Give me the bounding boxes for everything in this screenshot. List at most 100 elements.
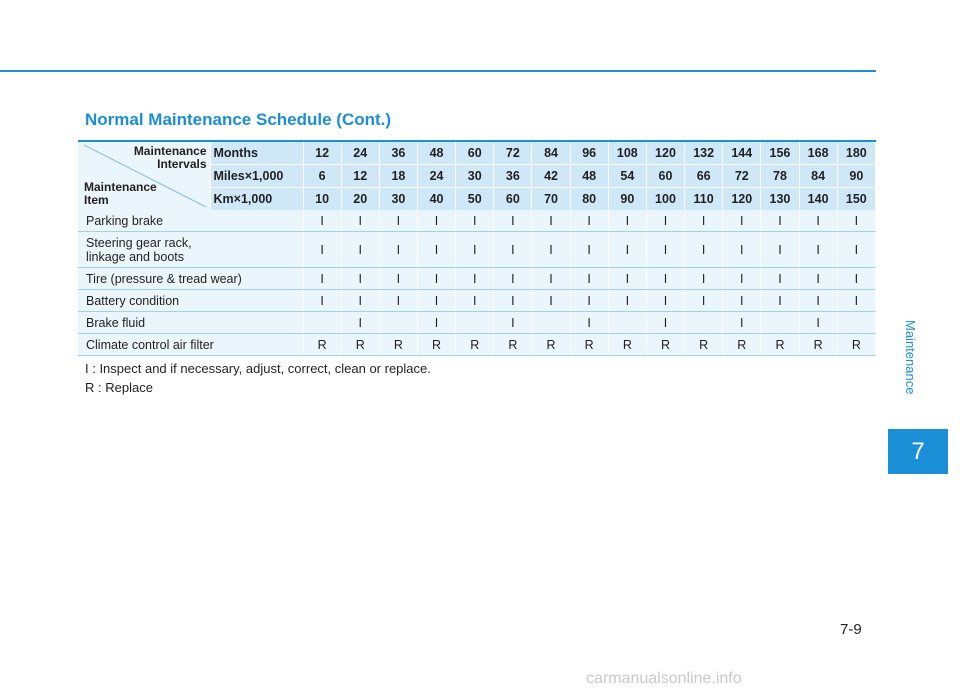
schedule-cell: R: [570, 333, 609, 356]
schedule-cell: I: [837, 231, 877, 268]
schedule-cell: I: [684, 289, 724, 312]
interval-value: 108: [608, 140, 647, 165]
interval-value: 132: [684, 140, 724, 165]
interval-value: 24: [417, 164, 457, 188]
schedule-cell: I: [531, 289, 571, 312]
schedule-cell: I: [341, 311, 380, 334]
schedule-cell: R: [341, 333, 380, 356]
schedule-cell: I: [303, 231, 342, 268]
schedule-cell: R: [417, 333, 457, 356]
schedule-cell: I: [417, 231, 457, 268]
maintenance-item-name: Battery condition: [78, 289, 304, 312]
interval-value: 30: [379, 187, 418, 210]
schedule-cell: [379, 311, 418, 334]
schedule-cell: I: [722, 231, 762, 268]
schedule-cell: [608, 311, 647, 334]
schedule-cell: I: [760, 231, 800, 268]
schedule-cell: I: [799, 311, 838, 334]
interval-value: 90: [837, 164, 877, 188]
interval-value: 120: [722, 187, 762, 210]
interval-value: 90: [608, 187, 647, 210]
schedule-cell: [837, 311, 877, 334]
maintenance-item-name: Parking brake: [78, 210, 304, 232]
interval-value: 40: [417, 187, 457, 210]
table-row: Tire (pressure & tread wear) I I I I I I I I I I I I…: [78, 267, 877, 290]
table-row: Brake fluid I I I I I I I: [78, 311, 877, 334]
schedule-cell: I: [493, 311, 533, 334]
interval-value: 12: [303, 140, 342, 165]
schedule-cell: I: [722, 267, 762, 290]
schedule-cell: I: [303, 210, 342, 232]
schedule-cell: I: [646, 311, 686, 334]
interval-value: 156: [760, 140, 800, 165]
schedule-cell: R: [646, 333, 686, 356]
schedule-cell: I: [646, 210, 686, 232]
interval-value: 84: [531, 140, 571, 165]
interval-unit-label: Km×1,000: [210, 187, 304, 210]
schedule-cell: I: [379, 289, 418, 312]
schedule-cell: [531, 311, 571, 334]
schedule-cell: I: [303, 289, 342, 312]
schedule-cell: I: [684, 210, 724, 232]
interval-value: 12: [341, 164, 380, 188]
schedule-cell: I: [646, 289, 686, 312]
interval-value: 96: [570, 140, 609, 165]
table-row: Steering gear rack, linkage and boots I I I…: [78, 231, 877, 268]
schedule-cell: I: [837, 210, 877, 232]
interval-value: 84: [799, 164, 838, 188]
schedule-cell: I: [379, 210, 418, 232]
schedule-cell: [684, 311, 724, 334]
schedule-cell: R: [608, 333, 647, 356]
schedule-cell: I: [722, 210, 762, 232]
schedule-cell: I: [493, 267, 533, 290]
schedule-cell: I: [417, 267, 457, 290]
schedule-cell: R: [303, 333, 342, 356]
schedule-cell: R: [531, 333, 571, 356]
watermark: carmanualsonline.info: [586, 670, 742, 687]
header-row: Miles×1,000 6 12 18 24 30 36 42 48 54 60 66 72 78 84 90: [78, 164, 877, 188]
schedule-cell: [760, 311, 800, 334]
interval-value: 120: [646, 140, 686, 165]
schedule-cell: I: [303, 267, 342, 290]
top-rule: [0, 70, 876, 72]
schedule-cell: R: [837, 333, 877, 356]
interval-value: 110: [684, 187, 724, 210]
interval-value: 48: [570, 164, 609, 188]
schedule-cell: I: [341, 231, 380, 268]
interval-value: 130: [760, 187, 800, 210]
schedule-cell: I: [646, 231, 686, 268]
schedule-cell: I: [799, 289, 838, 312]
schedule-cell: I: [608, 210, 647, 232]
interval-value: 48: [417, 140, 457, 165]
schedule-cell: I: [760, 210, 800, 232]
schedule-cell: I: [760, 267, 800, 290]
schedule-cell: I: [493, 289, 533, 312]
page-number: 7-9: [840, 621, 862, 638]
maintenance-schedule-table: Maintenance Intervals Maintenance Item Month…: [78, 140, 877, 356]
legend-replace: R : Replace: [85, 380, 153, 395]
schedule-cell: I: [570, 311, 609, 334]
schedule-cell: I: [531, 267, 571, 290]
schedule-cell: I: [722, 289, 762, 312]
schedule-cell: I: [493, 210, 533, 232]
schedule-cell: I: [455, 267, 495, 290]
schedule-cell: I: [455, 231, 495, 268]
section-tab-number: 7: [888, 429, 948, 474]
schedule-cell: I: [531, 210, 571, 232]
table-row: Climate control air filter R R R R R R R R R R R R R R…: [78, 333, 877, 356]
page-title: Normal Maintenance Schedule (Cont.): [85, 110, 392, 129]
corner-diagonal-line: [83, 144, 207, 208]
schedule-cell: I: [570, 289, 609, 312]
schedule-cell: I: [341, 267, 380, 290]
schedule-cell: I: [531, 231, 571, 268]
table-row: Battery condition I I I I I I I I I I I I I I I: [78, 289, 877, 312]
interval-value: 6: [303, 164, 342, 188]
schedule-cell: I: [341, 289, 380, 312]
schedule-cell: R: [455, 333, 495, 356]
corner-intervals-label: Maintenance Intervals: [133, 144, 207, 171]
interval-value: 20: [341, 187, 380, 210]
schedule-cell: I: [341, 210, 380, 232]
schedule-cell: I: [493, 231, 533, 268]
schedule-cell: I: [608, 231, 647, 268]
header-row: Maintenance Intervals Maintenance Item Month…: [78, 140, 877, 210]
